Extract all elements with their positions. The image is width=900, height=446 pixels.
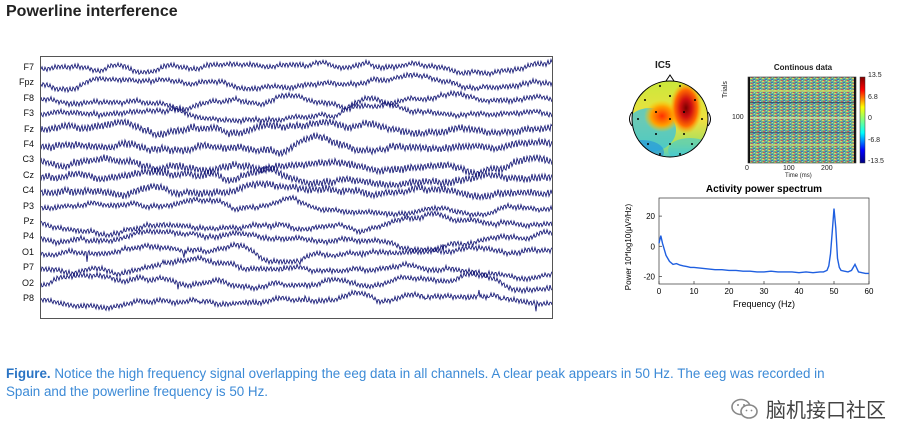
continuous-data-panel: [747, 76, 866, 164]
eeg-traces: [41, 57, 552, 312]
eeg-trace-f4: [41, 131, 552, 158]
x-tick-label-5: 50: [830, 287, 839, 296]
channel-label-p7: P7: [22, 262, 34, 273]
colorbar-tick-0: 13.5: [868, 72, 882, 79]
x-tick-label-1: 10: [690, 287, 699, 296]
eeg-trace-p4: [41, 227, 552, 254]
page-title: Powerline interference: [6, 3, 178, 20]
continuous-xtick-0: 0: [745, 165, 749, 172]
eeg-trace-f3: [41, 94, 552, 126]
channel-label-p4: P4: [22, 231, 34, 242]
eeg-trace-p8: [41, 288, 552, 312]
y-tick-label-0: -20: [643, 272, 655, 281]
topomap: [629, 74, 711, 158]
channel-label-c4: C4: [22, 185, 34, 196]
x-axis-label: Frequency (Hz): [733, 299, 795, 309]
y-tick-label-2: 20: [646, 212, 655, 221]
channel-label-f3: F3: [23, 108, 34, 119]
y-axis-label: Power 10*log10(μV²/Hz): [624, 203, 633, 290]
y-tick-label-1: 0: [651, 242, 656, 251]
channel-label-f4: F4: [23, 139, 34, 149]
plot-area: [658, 197, 870, 285]
figure-caption: Figure. Notice the high frequency signal…: [6, 365, 846, 401]
eeg-trace-p3: [41, 194, 552, 219]
eeg-trace-f7: [41, 57, 552, 78]
channel-label-p3: P3: [22, 200, 34, 211]
channel-label-o2: O2: [21, 277, 34, 288]
continuous-xtick-2: 200: [821, 165, 833, 172]
channel-label-f8: F8: [23, 92, 34, 103]
colorbar-tick-4: -13.5: [868, 158, 884, 165]
channel-label-fpz: Fpz: [18, 77, 34, 88]
eeg-trace-o2: [41, 270, 552, 295]
footer-watermark: 脑机接口社区: [730, 394, 886, 423]
continuous-data-title: Continous data: [773, 63, 833, 72]
channel-label-c3: C3: [22, 154, 34, 165]
continuous-ytick: 100: [732, 114, 744, 121]
colorbar-tick-3: -6.8: [868, 137, 881, 144]
channel-label-p8: P8: [22, 293, 34, 303]
eeg-trace-f8: [41, 89, 552, 114]
continuous-xtick-1: 100: [783, 165, 795, 172]
footer-text: 脑机接口社区: [766, 400, 886, 422]
x-tick-label-6: 60: [865, 287, 874, 296]
x-tick-label-2: 20: [725, 287, 734, 296]
eeg-trace-c3: [41, 154, 552, 177]
topomap-title: IC5: [655, 60, 671, 71]
series-line-0: [658, 208, 869, 275]
channel-label-f7: F7: [23, 62, 34, 72]
x-tick-label-4: 40: [795, 287, 804, 296]
colorbar-tick-2: 0: [868, 115, 872, 122]
channel-label-o1: O1: [21, 246, 34, 257]
eeg-trace-fpz: [41, 71, 552, 94]
colorbar-tick-1: 6.8: [868, 94, 878, 101]
eeg-trace-c4: [41, 179, 552, 201]
eeg-trace-cz: [41, 165, 552, 190]
eeg-trace-panel: [40, 56, 553, 319]
eeg-trace-pz: [41, 210, 552, 239]
wechat-icon: [731, 398, 758, 419]
caption-text: Notice the high frequency signal overlap…: [6, 366, 825, 399]
chart-title: Activity power spectrum: [706, 184, 822, 195]
x-tick-label-0: 0: [657, 287, 662, 296]
continuous-xlabel: Time (ms): [785, 173, 812, 179]
eeg-trace-o1: [41, 240, 552, 266]
x-tick-label-3: 30: [760, 287, 769, 296]
continuous-ylabel: Trials: [722, 81, 729, 98]
channel-label-fz: Fz: [24, 123, 34, 134]
channel-label-cz: Cz: [23, 169, 34, 180]
eeg-trace-fz: [41, 117, 552, 140]
channel-label-pz: Pz: [23, 216, 34, 226]
caption-label: Figure.: [6, 366, 51, 381]
